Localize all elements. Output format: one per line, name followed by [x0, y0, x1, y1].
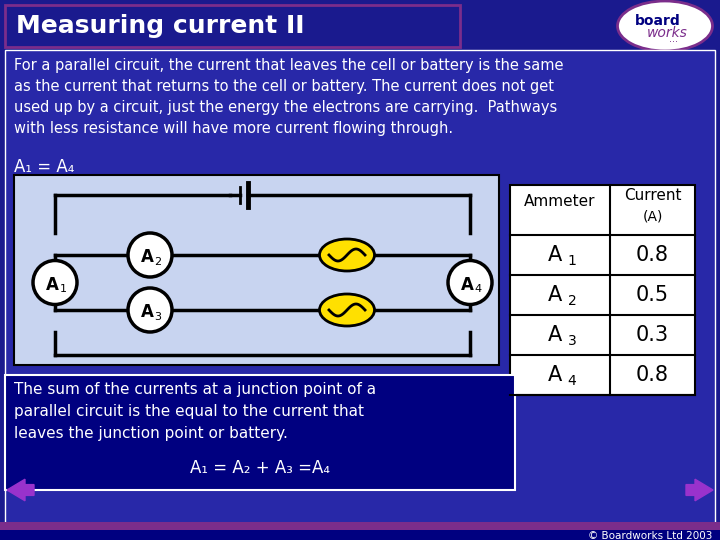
Circle shape [448, 260, 492, 305]
Text: A₁ = A₂ + A₃ =A₄: A₁ = A₂ + A₃ =A₄ [190, 459, 330, 477]
FancyBboxPatch shape [0, 530, 720, 540]
Text: 0.3: 0.3 [636, 325, 669, 345]
Text: For a parallel circuit, the current that leaves the cell or battery is the same
: For a parallel circuit, the current that… [14, 58, 564, 136]
Circle shape [128, 288, 172, 332]
Text: 0.5: 0.5 [636, 285, 669, 305]
Text: A: A [548, 245, 562, 265]
Text: A: A [140, 248, 153, 266]
Text: 2: 2 [567, 294, 577, 308]
Text: A₁ = A₄: A₁ = A₄ [14, 158, 74, 176]
Text: 3: 3 [567, 334, 577, 348]
FancyBboxPatch shape [5, 50, 715, 525]
FancyBboxPatch shape [0, 522, 720, 530]
Polygon shape [686, 479, 713, 501]
Circle shape [128, 233, 172, 277]
Text: A: A [548, 325, 562, 345]
Text: Current: Current [624, 187, 681, 202]
FancyBboxPatch shape [510, 185, 695, 395]
Circle shape [33, 260, 77, 305]
Text: A: A [461, 275, 474, 294]
Text: ...: ... [670, 34, 678, 44]
Text: A: A [548, 285, 562, 305]
Text: 1: 1 [567, 254, 577, 268]
Ellipse shape [320, 294, 374, 326]
FancyBboxPatch shape [5, 375, 515, 490]
Text: 4: 4 [474, 285, 482, 294]
Text: A: A [45, 275, 58, 294]
FancyBboxPatch shape [5, 5, 460, 47]
Text: 0.8: 0.8 [636, 245, 669, 265]
Text: Measuring current II: Measuring current II [16, 14, 305, 38]
Text: (A): (A) [642, 210, 662, 224]
Text: 0.8: 0.8 [636, 365, 669, 385]
Text: © Boardworks Ltd 2003: © Boardworks Ltd 2003 [588, 531, 712, 540]
Text: Ammeter: Ammeter [524, 193, 595, 208]
Text: 2: 2 [154, 257, 161, 267]
Text: 4: 4 [567, 374, 577, 388]
Text: board: board [635, 14, 681, 28]
Polygon shape [7, 479, 34, 501]
Ellipse shape [320, 239, 374, 271]
FancyBboxPatch shape [14, 175, 499, 365]
Ellipse shape [618, 1, 713, 51]
Text: The sum of the currents at a junction point of a
parallel circuit is the equal t: The sum of the currents at a junction po… [14, 382, 376, 441]
Text: A: A [548, 365, 562, 385]
Text: works: works [647, 26, 688, 40]
Text: 1: 1 [60, 285, 66, 294]
Text: 3: 3 [155, 312, 161, 322]
Text: A: A [140, 303, 153, 321]
